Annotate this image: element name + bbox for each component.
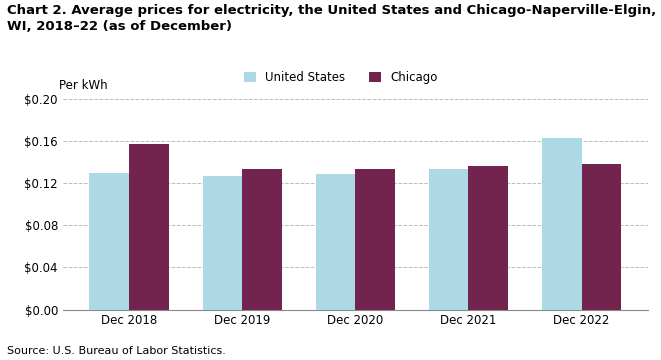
- Bar: [316, 174, 356, 310]
- Bar: [469, 166, 508, 310]
- Bar: [242, 170, 282, 310]
- Bar: [129, 144, 169, 310]
- Bar: [202, 176, 242, 310]
- Text: Chart 2. Average prices for electricity, the United States and Chicago-Napervill: Chart 2. Average prices for electricity,…: [7, 4, 661, 33]
- Text: Source: U.S. Bureau of Labor Statistics.: Source: U.S. Bureau of Labor Statistics.: [7, 346, 225, 356]
- Bar: [429, 170, 469, 310]
- Bar: [356, 170, 395, 310]
- Bar: [582, 164, 621, 310]
- Text: Per kWh: Per kWh: [59, 79, 108, 92]
- Bar: [542, 138, 582, 310]
- Bar: [89, 173, 129, 310]
- Legend: United States, Chicago: United States, Chicago: [244, 71, 438, 85]
